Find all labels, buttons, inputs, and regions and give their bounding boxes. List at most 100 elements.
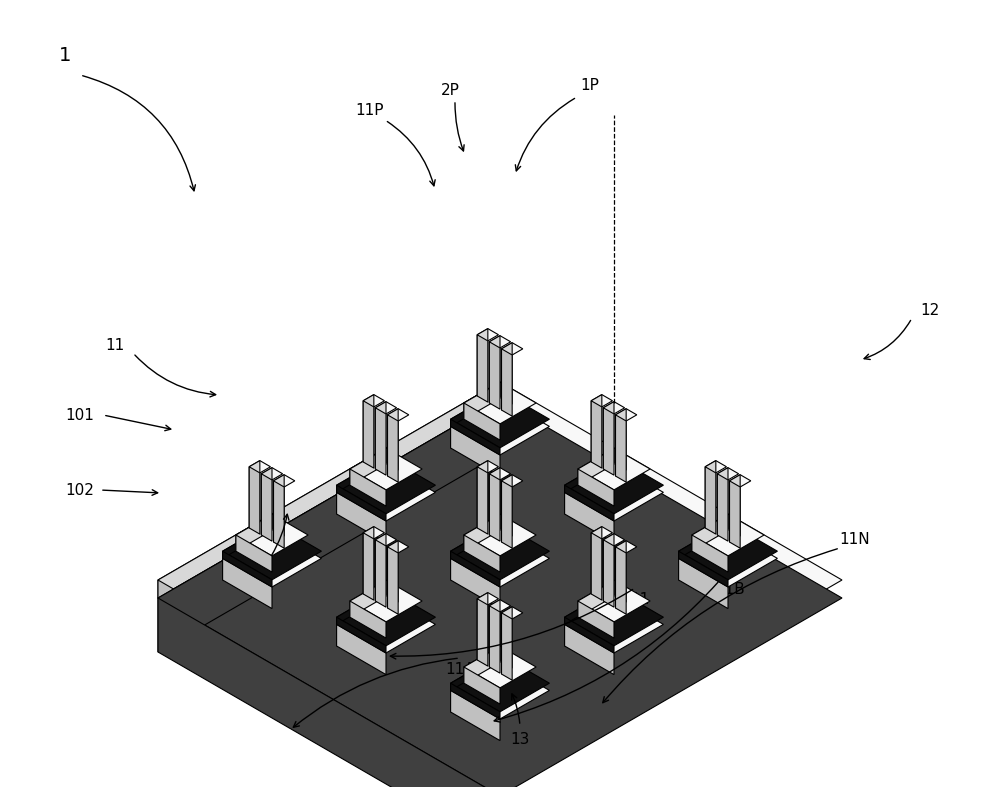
Polygon shape — [388, 541, 409, 553]
Polygon shape — [464, 646, 500, 683]
Polygon shape — [375, 534, 386, 601]
Polygon shape — [578, 448, 614, 486]
Polygon shape — [158, 400, 500, 652]
Polygon shape — [565, 589, 663, 646]
Polygon shape — [565, 486, 614, 521]
Polygon shape — [565, 493, 614, 542]
Polygon shape — [705, 460, 716, 528]
Polygon shape — [565, 596, 614, 646]
Polygon shape — [502, 342, 523, 355]
Polygon shape — [565, 624, 614, 674]
Polygon shape — [337, 456, 435, 514]
Polygon shape — [451, 397, 500, 448]
Polygon shape — [363, 394, 374, 462]
Polygon shape — [451, 559, 500, 608]
Polygon shape — [679, 559, 728, 608]
Polygon shape — [477, 593, 488, 660]
Polygon shape — [730, 475, 751, 487]
Polygon shape — [236, 514, 308, 556]
Polygon shape — [249, 460, 270, 473]
Polygon shape — [565, 617, 614, 653]
Polygon shape — [705, 460, 726, 473]
Polygon shape — [489, 600, 511, 612]
Text: 1P: 1P — [581, 77, 599, 93]
Polygon shape — [565, 596, 663, 653]
Polygon shape — [464, 382, 500, 419]
Polygon shape — [350, 448, 386, 486]
Polygon shape — [603, 534, 614, 601]
Polygon shape — [616, 547, 626, 614]
Polygon shape — [565, 589, 614, 624]
Polygon shape — [705, 467, 716, 534]
Polygon shape — [477, 329, 498, 341]
Polygon shape — [603, 401, 625, 414]
Polygon shape — [477, 593, 498, 605]
Polygon shape — [451, 683, 500, 719]
Polygon shape — [489, 600, 500, 667]
Polygon shape — [502, 349, 512, 416]
Polygon shape — [616, 541, 626, 608]
Polygon shape — [388, 415, 398, 482]
Polygon shape — [502, 613, 512, 680]
Polygon shape — [616, 415, 626, 482]
Polygon shape — [717, 467, 728, 535]
Polygon shape — [464, 535, 500, 572]
Polygon shape — [591, 527, 612, 539]
Polygon shape — [337, 596, 435, 653]
Text: 11: 11 — [630, 593, 650, 608]
Polygon shape — [375, 401, 386, 469]
Polygon shape — [489, 467, 511, 480]
Polygon shape — [337, 624, 386, 674]
Polygon shape — [337, 464, 386, 514]
Polygon shape — [451, 390, 549, 448]
Polygon shape — [274, 481, 284, 549]
Polygon shape — [603, 401, 614, 469]
Polygon shape — [261, 474, 272, 541]
Text: 11N: 11N — [840, 533, 870, 548]
Polygon shape — [451, 390, 500, 427]
Polygon shape — [337, 456, 386, 493]
Polygon shape — [591, 401, 602, 468]
Polygon shape — [388, 547, 398, 614]
Polygon shape — [236, 514, 272, 551]
Text: 13: 13 — [510, 733, 530, 748]
Polygon shape — [223, 559, 272, 608]
Polygon shape — [565, 464, 614, 514]
Text: 12: 12 — [920, 302, 940, 317]
Polygon shape — [337, 596, 386, 646]
Polygon shape — [363, 533, 374, 600]
Text: 101: 101 — [66, 408, 94, 423]
Polygon shape — [350, 469, 386, 506]
Text: 11A: 11A — [445, 663, 475, 678]
Polygon shape — [730, 481, 740, 549]
Polygon shape — [489, 335, 500, 403]
Polygon shape — [451, 662, 500, 712]
Polygon shape — [158, 598, 500, 787]
Polygon shape — [489, 606, 500, 673]
Polygon shape — [502, 607, 512, 674]
Polygon shape — [158, 400, 842, 787]
Polygon shape — [451, 397, 549, 455]
Polygon shape — [350, 580, 422, 622]
Polygon shape — [249, 467, 260, 534]
Polygon shape — [565, 464, 663, 521]
Polygon shape — [261, 467, 283, 480]
Polygon shape — [274, 475, 295, 487]
Polygon shape — [274, 475, 284, 542]
Polygon shape — [591, 394, 602, 462]
Polygon shape — [158, 382, 500, 598]
Polygon shape — [451, 662, 549, 719]
Polygon shape — [464, 514, 536, 556]
Polygon shape — [337, 493, 386, 542]
Polygon shape — [603, 534, 625, 546]
Polygon shape — [477, 334, 488, 402]
Polygon shape — [451, 530, 500, 580]
Polygon shape — [591, 527, 602, 594]
Polygon shape — [249, 460, 260, 528]
Polygon shape — [692, 535, 728, 572]
Polygon shape — [603, 408, 614, 475]
Polygon shape — [578, 580, 614, 617]
Polygon shape — [679, 523, 777, 580]
Text: 10: 10 — [255, 563, 275, 578]
Polygon shape — [565, 456, 663, 514]
